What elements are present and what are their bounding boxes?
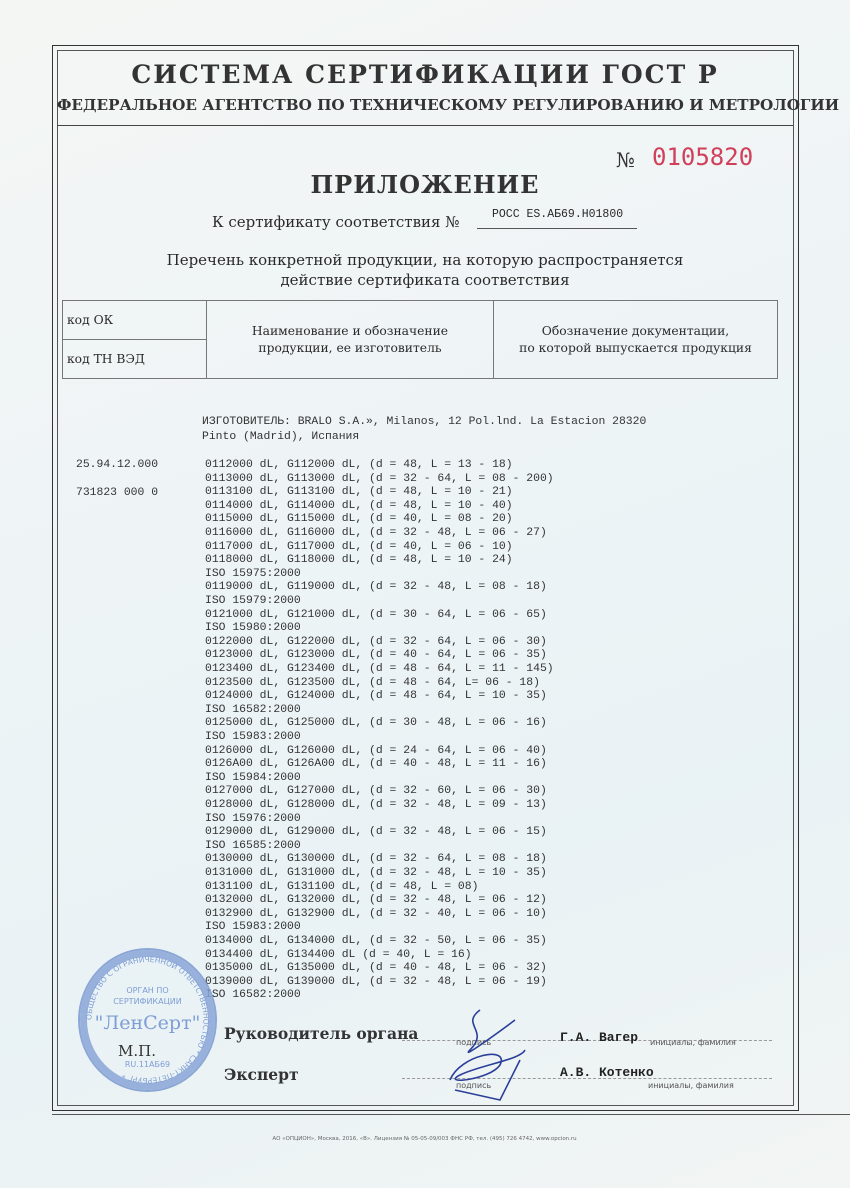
standard-reference: ISO 15984:2000: [205, 771, 301, 784]
product-line: 0119000 dL, G119000 dL, (d = 32 - 48, L …: [205, 581, 547, 594]
outer-frame: [52, 45, 799, 1111]
stamp-name: "ЛенСерт": [94, 1012, 201, 1034]
product-line: 0131000 dL, G131000 dL, (d = 32 - 48, L …: [205, 867, 547, 879]
head-name: Г.А. Вагер: [560, 1030, 639, 1045]
seal-place-label: М.П.: [118, 1042, 156, 1060]
standard-reference: ISO 16585:2000: [205, 839, 301, 852]
footer-divider: [52, 1114, 850, 1115]
product-line: 0131100 dL, G131100 dL, (d = 48, L = 08): [205, 880, 479, 893]
documentation-header-line-1: Обозначение документации,: [541, 323, 730, 338]
stamp-ring-icon: ОБЩЕСТВО С ОГРАНИЧЕННОЙ ОТВЕТСТВЕННОСТЬЮ…: [84, 955, 210, 1085]
product-line: 0121000 dL, G121000 dL, (d = 30 - 64, L …: [205, 608, 547, 621]
form-number: 0105820: [652, 143, 754, 171]
header-divider: [57, 125, 793, 126]
certification-stamp: ОБЩЕСТВО С ОГРАНИЧЕННОЙ ОТВЕТСТВЕННОСТЬЮ…: [78, 948, 217, 1092]
manufacturer-line-1: ИЗГОТОВИТЕЛЬ: BRALO S.A.», Milanos, 12 P…: [202, 416, 647, 428]
list-subtitle: Перечень конкретной продукции, на котору…: [57, 250, 793, 290]
standard-reference: ISO 15980:2000: [205, 622, 301, 635]
printer-footer: АО «ОПЦИОН», Москва, 2016, «В». Лицензия…: [272, 1136, 577, 1142]
manufacturer-line-2: Pinto (Madrid), Испания: [202, 431, 360, 443]
standard-reference: ISO 16582:2000: [205, 703, 301, 716]
product-line: 0123000 dL, G123000 dL, (d = 40 - 64, L …: [205, 649, 547, 662]
expert-name: А.В. Котенко: [560, 1065, 654, 1080]
annex-title: ПРИЛОЖЕНИЕ: [310, 170, 540, 199]
table-header: код ОК Наименование и обозначение продук…: [62, 300, 778, 379]
head-name-caption: инициалы, фамилия: [650, 1038, 736, 1047]
standard-reference: ISO 15976:2000: [205, 812, 301, 825]
standard-reference: ISO 15983:2000: [205, 731, 301, 743]
handwritten-signature-icon: [449, 1009, 526, 1101]
standard-reference: ISO 15975:2000: [205, 567, 301, 580]
subtitle-line-2: действие сертификата соответствия: [280, 271, 570, 289]
certificate-underline: [477, 228, 637, 229]
agency-title: ФЕДЕРАЛЬНОЕ АГЕНТСТВО ПО ТЕХНИЧЕСКОМУ РЕ…: [57, 96, 840, 114]
certificate-number: РОСС ES.АБ69.Н01800: [492, 208, 624, 221]
expert-name-caption: инициалы, фамилия: [648, 1081, 734, 1090]
product-line: 0113100 dL, G113100 dL, (d = 48, L = 10 …: [205, 486, 513, 499]
inner-frame: [57, 50, 794, 1106]
product-line: 0123500 dL, G123500 dL, (d = 48 - 64, L=…: [205, 676, 540, 689]
product-line: 0134400 dL, G134400 dL (d = 40, L = 16): [205, 948, 472, 961]
product-line: 0113000 dL, G113000 dL, (d = 32 - 64, L …: [205, 472, 554, 485]
system-title: СИСТЕМА СЕРТИФИКАЦИИ ГОСТ Р: [131, 60, 719, 89]
product-line: 0116000 dL, G116000 dL, (d = 32 - 48, L …: [205, 527, 547, 539]
product-line: 0124000 dL, G124000 dL, (d = 48 - 64, L …: [205, 690, 547, 703]
product-line: 0117000 dL, G117000 dL, (d = 40, L = 06 …: [205, 540, 513, 553]
subtitle-line-1: Перечень конкретной продукции, на котору…: [166, 251, 684, 269]
form-number-label: №: [616, 148, 635, 172]
product-line: 0129000 dL, G129000 dL, (d = 32 - 48, L …: [205, 826, 547, 839]
product-line: 0125000 dL, G125000 dL, (d = 30 - 48, L …: [205, 717, 547, 730]
product-name-header-line-2: продукции, ее изготовитель: [258, 340, 442, 355]
documentation-header: Обозначение документации, по которой вып…: [493, 300, 778, 379]
head-signature-caption: подпись: [456, 1038, 492, 1047]
product-line: 0112000 dL, G112000 dL, (d = 48, L = 13 …: [205, 459, 513, 471]
product-line: 0127000 dL, G127000 dL, (d = 32 - 60, L …: [205, 785, 547, 798]
product-line: 0128000 dL, G128000 dL, (d = 32 - 48, L …: [205, 799, 547, 811]
code-ok-value: 25.94.12.000: [76, 459, 159, 471]
expert-signature-caption: подпись: [456, 1081, 492, 1090]
product-line: 0126000 dL, G126000 dL, (d = 24 - 64, L …: [205, 744, 547, 757]
product-line: 0132900 dL, G132900 dL, (d = 32 - 40, L …: [205, 907, 547, 920]
documentation-header-line-2: по которой выпускается продукция: [519, 340, 752, 355]
expert-label: Эксперт: [224, 1065, 299, 1084]
stamp-reg: RU.11АБ69: [124, 1060, 171, 1069]
code-ok-header: код ОК: [62, 300, 207, 340]
product-line: 0115000 dL, G115000 dL, (d = 40, L = 08 …: [205, 513, 513, 526]
head-signature-line: [402, 1040, 772, 1041]
product-line: 0134000 dL, G134000 dL, (d = 32 - 50, L …: [205, 935, 547, 947]
product-name-header: Наименование и обозначение продукции, ее…: [206, 300, 494, 379]
product-line: 0126A00 dL, G126A00 dL, (d = 40 - 48, L …: [205, 758, 547, 771]
product-line: 0123400 dL, G123400 dL, (d = 48 - 64, L …: [205, 663, 554, 675]
code-tn-value: 731823 000 0: [76, 487, 159, 499]
product-name-header-line-1: Наименование и обозначение: [251, 323, 449, 338]
standard-reference: ISO 16582:2000: [205, 989, 301, 1002]
product-line: 0122000 dL, G122000 dL, (d = 32 - 64, L …: [205, 635, 547, 648]
certificate-label: К сертификату соответствия №: [212, 213, 460, 231]
stamp-line-1: ОРГАН ПО: [126, 986, 169, 995]
head-label: Руководитель органа: [224, 1024, 419, 1043]
stamp-line-2: СЕРТИФИКАЦИИ: [113, 997, 182, 1006]
code-tn-header: код ТН ВЭД: [62, 339, 207, 379]
standard-reference: ISO 15979:2000: [205, 595, 301, 607]
product-line: 0114000 dL, G114000 dL, (d = 48, L = 10 …: [205, 499, 513, 512]
product-line: 0130000 dL, G130000 dL, (d = 32 - 64, L …: [205, 853, 547, 866]
expert-signature-line: [402, 1078, 772, 1079]
product-line: 0139000 dL, G139000 dL, (d = 32 - 48, L …: [205, 975, 547, 988]
product-line: 0132000 dL, G132000 dL, (d = 32 - 48, L …: [205, 894, 547, 907]
standard-reference: ISO 15983:2000: [205, 921, 301, 934]
product-line: 0135000 dL, G135000 dL, (d = 40 - 48, L …: [205, 962, 547, 975]
product-line: 0118000 dL, G118000 dL, (d = 48, L = 10 …: [205, 554, 513, 567]
